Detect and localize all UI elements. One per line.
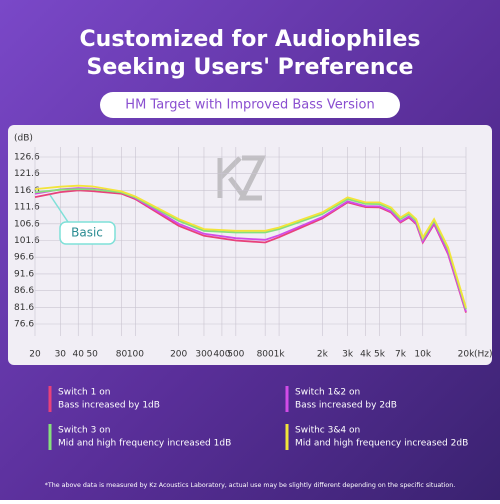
x-tick-label: 30 xyxy=(55,350,67,360)
badge: HM Target with Improved Bass Version xyxy=(125,98,374,113)
x-tick-label: 1k xyxy=(274,350,286,360)
footnote: *The above data is measured by Kz Acoust… xyxy=(45,482,456,489)
y-tick-label: 116.6 xyxy=(14,186,40,196)
badge-bg xyxy=(100,92,400,118)
legend-label: Switch 3 on xyxy=(58,426,110,436)
annotation-pointer xyxy=(49,194,71,226)
x-tick-label: 800 xyxy=(257,350,274,360)
legend-label: Switch 1 on xyxy=(58,388,110,398)
x-tick-label: 3k xyxy=(342,350,354,360)
y-tick-label: 76.6 xyxy=(14,320,34,330)
annotation-box xyxy=(59,221,116,245)
legend-description: Bass increased by 2dB xyxy=(295,401,397,411)
legend-description: Mid and high frequency increased 2dB xyxy=(295,439,468,449)
x-tick-label: 5k xyxy=(374,350,386,360)
x-tick-label: 400 xyxy=(213,350,230,360)
title: Customized for Audiophiles xyxy=(80,27,421,52)
x-tick-label: 50 xyxy=(86,350,98,360)
y-tick-label: 86.6 xyxy=(14,286,34,296)
y-tick-label: 81.6 xyxy=(14,303,34,313)
x-tick-label: 300 xyxy=(195,350,212,360)
y-tick-label: 101.6 xyxy=(14,236,40,246)
x-tick-label: 2k xyxy=(317,350,329,360)
subtitle: Seeking Users' Preference xyxy=(87,55,414,80)
y-tick-label: 121.6 xyxy=(14,169,40,179)
y-tick-label: 106.6 xyxy=(14,219,40,229)
x-tick-label: 500 xyxy=(227,350,244,360)
x-tick-label: 80 xyxy=(116,350,128,360)
legend-label: Swithc 3&4 on xyxy=(295,426,360,436)
x-tick-label: 10k xyxy=(414,350,431,360)
logo xyxy=(217,155,267,201)
y-tick-label: 96.6 xyxy=(14,253,34,263)
y-label: (dB) xyxy=(14,134,33,144)
x-tick-label: 7k xyxy=(395,350,407,360)
x-tick-label: 4k xyxy=(360,350,372,360)
legend-description: Bass increased by 1dB xyxy=(58,401,160,411)
annotation: Basic xyxy=(71,226,103,240)
y-tick-label: 91.6 xyxy=(14,269,34,279)
y-tick-label: 111.6 xyxy=(14,203,40,213)
x-tick-label: 200 xyxy=(170,350,187,360)
legend-description: Mid and high frequency increased 1dB xyxy=(58,439,231,449)
x-tick-label: 20 xyxy=(29,350,41,360)
x-label: (Hz) xyxy=(474,350,493,360)
legend-label: Switch 1&2 on xyxy=(295,388,360,398)
x-tick-label: 100 xyxy=(127,350,144,360)
chart-panel xyxy=(8,125,492,365)
x-tick-label: 20k xyxy=(458,350,475,360)
y-tick-label: 126.6 xyxy=(14,153,40,163)
line-series xyxy=(34,184,467,308)
x-tick-label: 40 xyxy=(73,350,85,360)
